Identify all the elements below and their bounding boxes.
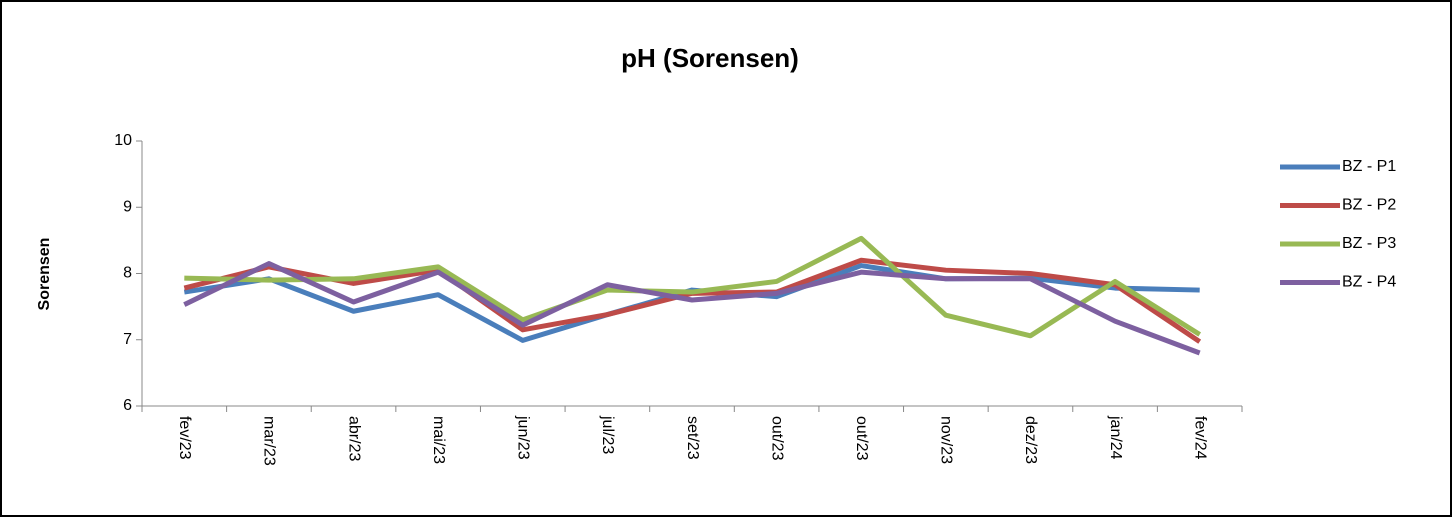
legend-label: BZ - P3 <box>1342 235 1396 252</box>
x-tick-label: set/23 <box>684 416 701 460</box>
x-tick-label: dez/23 <box>1022 416 1039 464</box>
series-line <box>184 235 1202 339</box>
x-tick-label: mar/23 <box>261 416 278 466</box>
x-tick-label: nov/23 <box>938 416 955 464</box>
legend-label: BZ - P1 <box>1342 158 1396 175</box>
y-axis-label: Sorensen <box>36 238 53 311</box>
series-line <box>183 261 1201 356</box>
y-tick-label: 9 <box>123 198 132 215</box>
x-tick-label: jun/23 <box>515 415 532 460</box>
x-tick-label: fev/23 <box>176 416 193 460</box>
x-tick-label: out/23 <box>853 416 870 461</box>
y-tick-label: 6 <box>123 397 132 414</box>
x-tick-label: fev/24 <box>1191 416 1208 460</box>
x-tick-label: abr/23 <box>345 416 362 461</box>
x-tick-label: mai/23 <box>430 416 447 464</box>
y-tick-label: 10 <box>114 132 132 149</box>
legend-label: BZ - P4 <box>1342 274 1396 291</box>
x-tick-label: jul/23 <box>599 415 616 454</box>
x-tick-label: jan/24 <box>1107 415 1124 460</box>
y-tick-label: 7 <box>123 331 132 348</box>
y-tick-label: 8 <box>123 265 132 282</box>
legend-label: BZ - P2 <box>1342 197 1396 214</box>
chart-title: pH (Sorensen) <box>621 43 799 73</box>
x-tick-label: out/23 <box>768 416 785 461</box>
